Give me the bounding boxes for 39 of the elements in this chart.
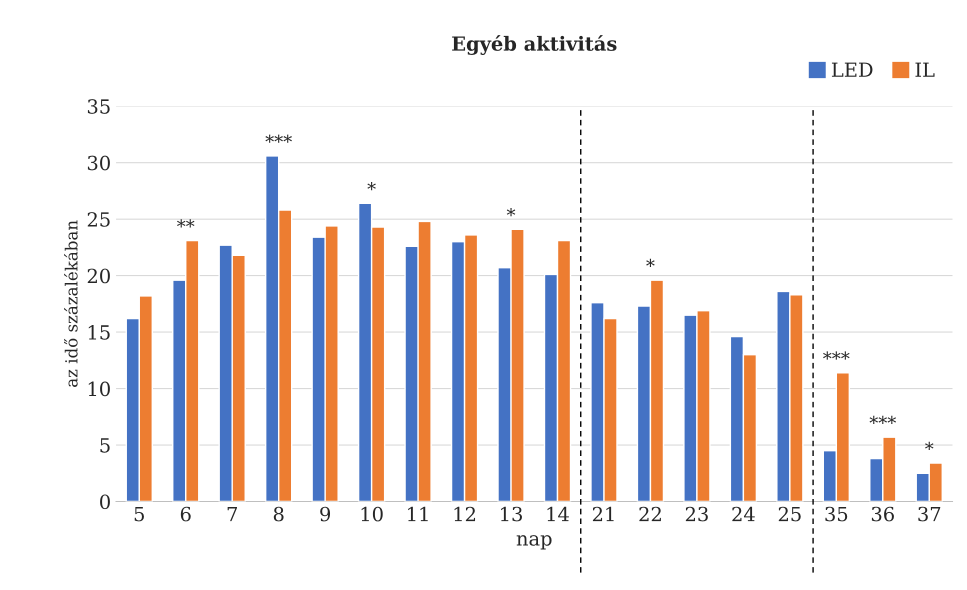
x-tick-label: 8 — [274, 506, 284, 522]
y-tick-label: 15 — [88, 325, 110, 340]
annotation: * — [646, 258, 655, 268]
y-tick-label: 10 — [88, 382, 110, 396]
x-tick-label: 37 — [918, 506, 940, 522]
y-tick-label: 30 — [88, 156, 110, 170]
y-tick-label: 0 — [100, 494, 110, 510]
x-tick-label: 24 — [732, 506, 755, 522]
x-tick-label: 6 — [180, 506, 191, 522]
x-tick-label: 25 — [778, 506, 801, 522]
x-tick-label: 12 — [454, 506, 476, 522]
x-tick-label: 23 — [686, 506, 708, 522]
legend-label: IL — [915, 62, 935, 77]
annotation: * — [367, 182, 376, 190]
x-tick-label: 13 — [501, 506, 522, 522]
y-tick-label: 5 — [100, 438, 110, 453]
x-tick-label: 10 — [362, 506, 383, 522]
y-axis-title: az idő százalékában — [64, 220, 78, 387]
x-tick-label: 35 — [825, 506, 848, 522]
annotation: * — [925, 442, 934, 450]
y-tick-label: 35 — [88, 99, 110, 114]
x-tick-label: 36 — [872, 506, 894, 522]
x-tick-label: 7 — [228, 506, 237, 522]
y-tick-label: 25 — [88, 212, 110, 227]
x-tick-label: 22 — [639, 506, 661, 522]
x-tick-label: 9 — [320, 506, 330, 522]
annotation: * — [506, 208, 516, 216]
annotation: *** — [870, 416, 896, 424]
annotation: *** — [265, 134, 292, 143]
x-tick-label: 5 — [134, 506, 144, 522]
annotation: ** — [177, 219, 194, 228]
legend-label: LED — [832, 62, 872, 77]
x-tick-label: 21 — [592, 506, 614, 522]
x-tick-label: 11 — [408, 506, 428, 522]
x-tick-label: 14 — [548, 506, 569, 522]
x-axis-title: nap — [516, 535, 552, 550]
y-tick-label: 20 — [88, 268, 110, 284]
chart-title: Egyéb aktivitás — [452, 35, 617, 55]
annotation: *** — [823, 351, 850, 360]
